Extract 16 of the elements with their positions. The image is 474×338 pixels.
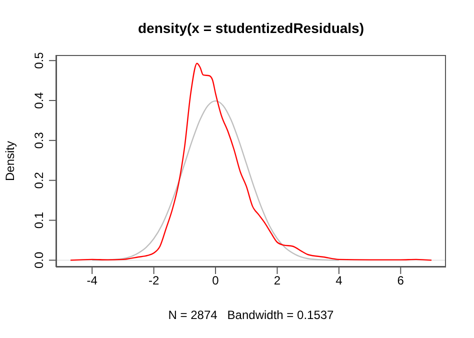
x-tick-label: 6 — [397, 274, 404, 288]
y-axis-title: Density — [3, 140, 18, 182]
y-tick-label: 0.5 — [32, 52, 46, 69]
y-tick-label: 0.1 — [32, 212, 46, 229]
y-tick-label: 0.4 — [32, 92, 46, 109]
y-tick-label: 0.2 — [32, 172, 46, 189]
x-tick-label: 4 — [336, 274, 343, 288]
x-tick-label: 0 — [212, 274, 220, 288]
y-tick-label: 0.3 — [32, 132, 46, 149]
y-tick-label: 0.0 — [32, 252, 46, 269]
line-series — [92, 100, 340, 261]
x-tick-label: -4 — [86, 274, 98, 288]
chart-title: density(x = studentizedResiduals) — [137, 20, 365, 36]
x-axis-title: N = 2874 Bandwidth = 0.1537 — [167, 308, 335, 322]
x-tick-label: 2 — [274, 274, 281, 288]
x-tick-label: -2 — [148, 274, 160, 288]
